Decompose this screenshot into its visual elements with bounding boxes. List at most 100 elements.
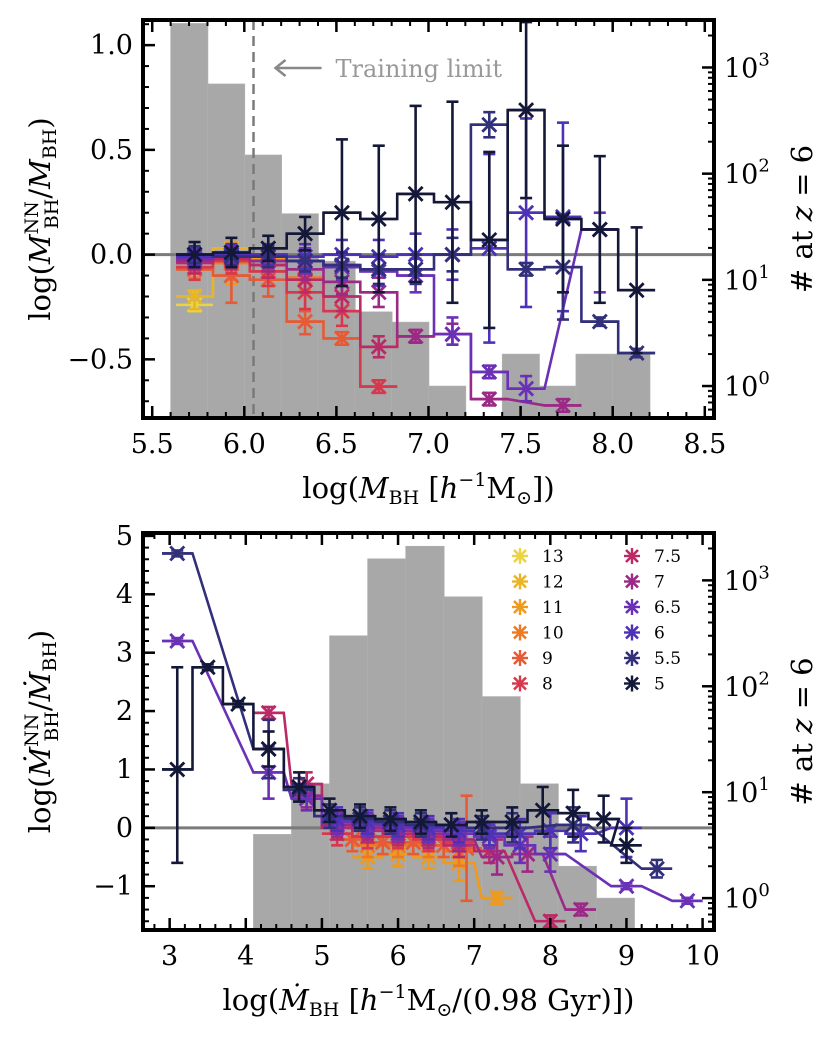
x-tick-label: 8.0 <box>591 429 634 460</box>
y2-tick-label: 100 <box>724 368 770 403</box>
series-5 <box>176 20 656 355</box>
x-tick-label: 6 <box>389 941 406 972</box>
x-tick-label: 6.5 <box>315 429 358 460</box>
x-tick-label: 4 <box>237 941 254 972</box>
data-point-marker <box>534 802 551 819</box>
training-limit-arrow-head <box>273 59 287 77</box>
data-point-marker <box>333 204 350 221</box>
data-point-marker <box>297 225 314 242</box>
y-tick-label: 1.0 <box>90 30 133 61</box>
legend-item-6: 6 <box>624 624 665 644</box>
data-point-marker <box>554 211 571 227</box>
legend: 13 12 11 10 9 8 7.5 7 6.5 6 5.5 5 <box>512 547 681 695</box>
y-tick-label: 5 <box>116 521 133 552</box>
legend-marker <box>625 549 639 563</box>
legend-marker <box>513 600 527 614</box>
x-tick-label: 8.5 <box>683 429 726 460</box>
legend-label: 5 <box>654 675 665 695</box>
data-point-marker <box>186 246 203 263</box>
legend-label: 11 <box>542 598 564 618</box>
legend-marker <box>513 676 527 691</box>
y-axis-label: log(MNNBH/MBH) <box>21 117 63 320</box>
legend-marker <box>513 625 527 640</box>
data-point-marker <box>186 288 203 305</box>
y-tick-label: 1 <box>116 754 133 785</box>
x-axis-label: log(ṀBH [h−1M⊙/(0.98 Gyr)]) <box>223 981 635 1021</box>
histogram-bar <box>170 23 209 418</box>
legend-label: 7 <box>654 573 665 593</box>
x-tick-label: 7 <box>466 941 483 972</box>
histogram-bar <box>595 897 635 930</box>
data-point-marker <box>481 231 498 248</box>
y2-tick-label: 101 <box>724 774 770 809</box>
data-point-marker <box>518 204 535 221</box>
histogram-bar <box>405 545 445 930</box>
histogram-bar <box>557 865 597 930</box>
legend-label: 7.5 <box>654 547 681 567</box>
legend-label: 6 <box>654 624 665 644</box>
y-tick-label: 0.0 <box>90 240 133 271</box>
legend-label: 12 <box>542 573 564 593</box>
data-point-marker <box>473 814 490 830</box>
legend-marker <box>625 600 639 614</box>
y-tick-label: 4 <box>116 579 133 610</box>
y2-axis-label: # at z = 6 <box>785 145 819 293</box>
legend-item-13: 13 <box>512 547 564 567</box>
data-point-marker <box>169 761 186 778</box>
legend-marker <box>625 676 639 691</box>
data-point-marker <box>260 704 277 721</box>
legend-item-6.5: 6.5 <box>624 598 681 618</box>
legend-marker <box>513 549 527 563</box>
x-tick-label: 3 <box>161 941 178 972</box>
y2-tick-label: 100 <box>724 880 770 915</box>
data-point-marker <box>443 816 460 833</box>
data-point-marker <box>591 313 608 330</box>
legend-marker <box>625 625 639 640</box>
legend-item-11: 11 <box>512 598 564 618</box>
data-point-marker <box>260 741 277 758</box>
y-tick-label: 0.5 <box>90 135 133 166</box>
legend-item-7: 7 <box>624 573 665 593</box>
histogram-bar <box>575 353 614 418</box>
legend-marker <box>625 574 639 589</box>
series-5 <box>162 659 642 865</box>
legend-item-9: 9 <box>512 649 553 669</box>
x-tick-label: 6.0 <box>223 429 266 460</box>
data-point-marker <box>382 811 399 828</box>
y2-tick-label: 102 <box>724 156 770 191</box>
data-point-marker <box>370 338 387 355</box>
data-point-marker <box>489 849 506 866</box>
legend-label: 6.5 <box>654 598 681 618</box>
legend-item-12: 12 <box>512 573 564 593</box>
data-point-marker <box>223 267 240 284</box>
legend-item-5: 5 <box>624 675 665 695</box>
data-point-marker <box>412 814 429 830</box>
data-point-marker <box>370 378 387 395</box>
y-tick-label: 3 <box>116 638 133 669</box>
y2-tick-label: 101 <box>724 262 770 297</box>
data-point-marker <box>518 380 535 397</box>
training-limit-label: Training limit <box>336 55 503 83</box>
data-point-marker <box>518 102 535 119</box>
x-tick-label: 8 <box>542 941 559 972</box>
y2-axis-label: # at z = 6 <box>785 657 819 805</box>
histogram-bar <box>367 558 407 930</box>
data-point-marker <box>321 802 338 819</box>
y2-tick-label: 103 <box>724 49 770 84</box>
data-point-marker <box>169 545 186 562</box>
histogram-bar <box>612 353 651 418</box>
legend-item-8: 8 <box>512 675 553 695</box>
y2-tick-label: 103 <box>724 562 770 597</box>
data-point-marker <box>199 659 216 676</box>
data-point-marker <box>297 313 314 330</box>
legend-marker <box>513 574 527 589</box>
legend-marker <box>625 651 639 665</box>
x-tick-label: 10 <box>685 941 719 972</box>
x-axis-label: log(MBH [h−1M⊙]) <box>302 469 554 509</box>
data-point-marker <box>554 397 571 414</box>
data-point-marker <box>628 282 645 299</box>
data-point-marker <box>565 805 582 822</box>
y-tick-label: −1 <box>93 871 133 902</box>
data-point-marker <box>595 811 612 828</box>
